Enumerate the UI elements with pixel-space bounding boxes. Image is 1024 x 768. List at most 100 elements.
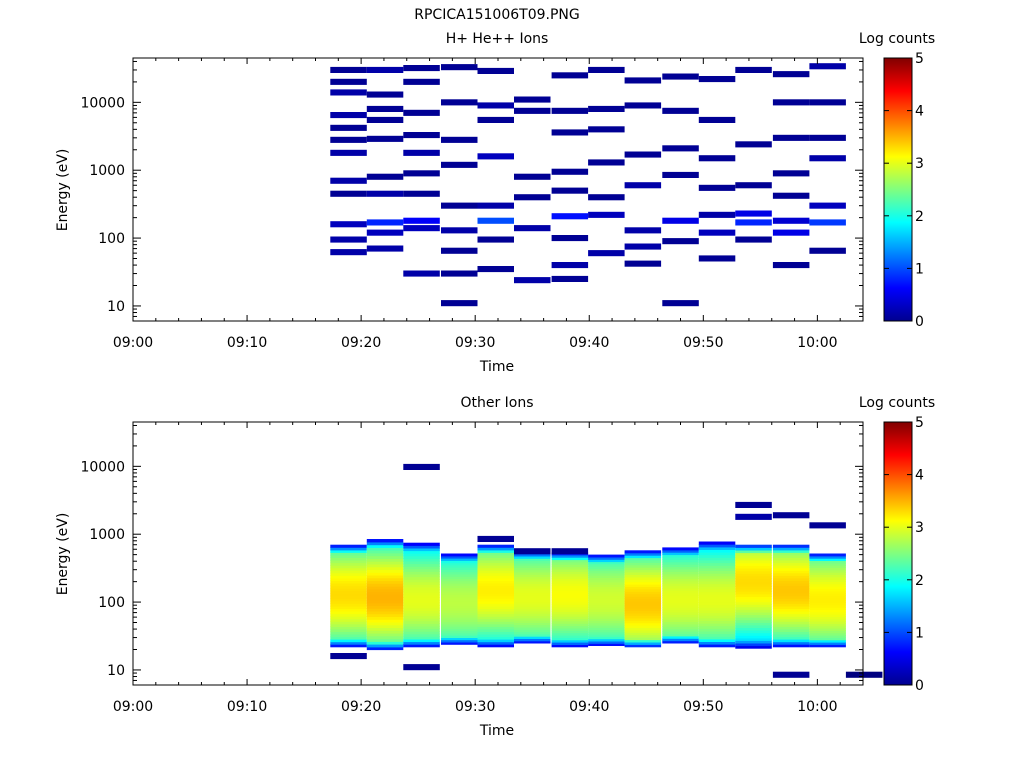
- heatmap-cell: [662, 595, 699, 599]
- heatmap-cell: [514, 277, 551, 284]
- heatmap-cell: [366, 91, 404, 98]
- heatmap-cell: [698, 565, 736, 569]
- heatmap-cell: [551, 559, 589, 563]
- heatmap-cell: [624, 632, 662, 636]
- heatmap-cell: [403, 553, 440, 557]
- heatmap-cell: [735, 599, 772, 603]
- heatmap-cell: [698, 544, 736, 548]
- heatmap-cell: [551, 618, 589, 622]
- heatmap-cell: [441, 614, 478, 618]
- heatmap-cell: [809, 618, 846, 622]
- heatmap-cell: [330, 603, 367, 607]
- heatmap-cell: [366, 646, 404, 651]
- heatmap-cell: [477, 557, 514, 561]
- heatmap-cell: [403, 607, 440, 611]
- heatmap-cell: [588, 105, 625, 112]
- heatmap-cell: [551, 571, 589, 575]
- heatmap-cell: [624, 629, 662, 633]
- heatmap-cell: [330, 634, 367, 638]
- heatmap-cell: [588, 579, 625, 583]
- heatmap-cell: [698, 607, 736, 611]
- x-tick-label: 09:30: [455, 699, 495, 715]
- heatmap-cell: [735, 562, 772, 566]
- heatmap-cell: [514, 585, 551, 589]
- heatmap-cell: [735, 596, 772, 600]
- heatmap-cell: [662, 300, 699, 307]
- heatmap-cell: [662, 566, 699, 570]
- heatmap-cell: [698, 638, 736, 642]
- heatmap-cell: [809, 567, 846, 571]
- heatmap-cell: [624, 603, 662, 607]
- colorbar-tick-label: 5: [915, 51, 924, 67]
- heatmap-cell: [330, 565, 367, 569]
- heatmap-cell: [477, 102, 514, 109]
- heatmap-cell: [698, 596, 736, 600]
- heatmap-cell: [366, 624, 404, 628]
- heatmap-cell: [809, 609, 846, 613]
- heatmap-cell: [551, 566, 589, 570]
- heatmap-cell: [514, 624, 551, 628]
- heatmap-cell: [735, 557, 772, 561]
- heatmap-cell: [698, 559, 736, 564]
- heatmap-cell: [624, 608, 662, 612]
- heatmap-cell: [366, 635, 404, 640]
- heatmap-cell: [366, 552, 404, 557]
- heatmap-cell: [588, 575, 625, 578]
- heatmap-cell: [441, 605, 478, 609]
- heatmap-cell: [735, 627, 772, 631]
- heatmap-cell: [698, 562, 736, 566]
- heatmap-cell: [330, 249, 367, 256]
- heatmap-cell: [735, 66, 772, 73]
- colorbar-tick-label: 2: [915, 209, 924, 225]
- heatmap-cell: [366, 591, 404, 595]
- heatmap-cell: [624, 620, 662, 624]
- heatmap-cell: [735, 645, 772, 649]
- heatmap-cell: [772, 549, 810, 553]
- heatmap-cell: [624, 593, 662, 597]
- heatmap-cell: [624, 644, 662, 648]
- heatmap-cell: [366, 627, 404, 631]
- heatmap-cell: [735, 560, 772, 564]
- heatmap-cell: [330, 626, 367, 630]
- heatmap-cell: [698, 557, 736, 561]
- heatmap-cell: [698, 155, 736, 162]
- x-tick-label: 09:40: [569, 699, 609, 715]
- heatmap-cell: [403, 190, 440, 197]
- heatmap-cell: [514, 615, 551, 619]
- heatmap-cell: [624, 564, 662, 568]
- heatmap-cell: [662, 628, 699, 632]
- heatmap-cell: [772, 626, 810, 630]
- heatmap-cell: [772, 628, 810, 632]
- heatmap-cell: [403, 270, 440, 277]
- heatmap-cell: [588, 577, 625, 581]
- heatmap-cell: [441, 555, 478, 559]
- heatmap-cell: [477, 552, 514, 556]
- heatmap-cell: [366, 173, 404, 180]
- x-tick-label: 09:30: [455, 335, 495, 351]
- heatmap-cell: [403, 547, 440, 552]
- heatmap-cell: [698, 554, 736, 558]
- heatmap-cell: [588, 581, 625, 585]
- heatmap-cell: [772, 598, 810, 602]
- heatmap-cell: [441, 603, 478, 607]
- heatmap-cell: [330, 644, 367, 648]
- heatmap-cell: [403, 555, 440, 559]
- colorbar-tick-label: 3: [915, 156, 924, 172]
- heatmap-cell: [662, 571, 699, 575]
- page-title: RPCICA151006T09.PNG: [414, 7, 579, 23]
- heatmap-cell: [662, 626, 699, 630]
- heatmap-cell: [735, 617, 772, 621]
- heatmap-cell: [477, 116, 514, 123]
- heatmap-cell: [624, 639, 662, 643]
- y-tick-label: 100: [98, 231, 125, 247]
- heatmap-cell: [772, 605, 810, 609]
- heatmap-cell: [330, 89, 367, 96]
- heatmap-cell: [809, 99, 846, 106]
- heatmap-cell: [366, 621, 404, 626]
- heatmap-cell: [735, 583, 772, 587]
- heatmap-cell: [330, 190, 367, 197]
- heatmap-cell: [588, 593, 625, 597]
- heatmap-cell: [662, 590, 699, 594]
- heatmap-cell: [588, 597, 625, 601]
- heatmap-cell: [403, 625, 440, 630]
